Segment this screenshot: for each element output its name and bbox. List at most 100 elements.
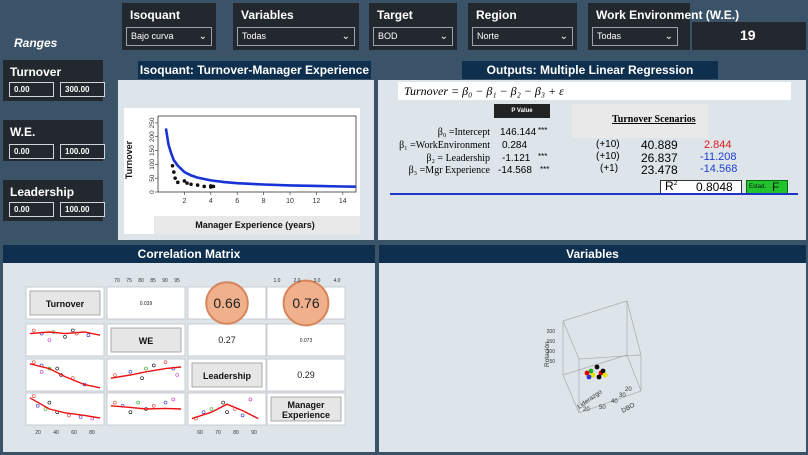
plot-frame (157, 115, 357, 193)
scatter-point (113, 400, 117, 405)
ranges-title: Ranges (14, 36, 58, 50)
scatter-point (128, 370, 133, 374)
coef-sig: *** (538, 152, 548, 161)
x-tick-label: 14 (339, 198, 347, 205)
top-tick-label: 75 (126, 278, 132, 284)
diagonal-label: Leadership (203, 371, 252, 381)
scenario-change: 2.844 (704, 139, 732, 151)
coef-sig: *** (538, 126, 548, 135)
chevron-down-icon: ⌄ (198, 31, 207, 42)
select-value: Bajo curva (131, 31, 174, 41)
matrix-cell (106, 286, 186, 320)
tick-label: 20 (583, 407, 590, 413)
cube-edge (578, 354, 642, 360)
top-tick-label: 2.0 (294, 278, 301, 284)
p-value-button[interactable]: P Value (494, 104, 550, 118)
we-min-input[interactable]: 0.00 (9, 144, 54, 159)
bottom-tick-label: 20 (35, 430, 41, 436)
top-tick-label: 95 (174, 278, 180, 284)
diagonal-label-box (270, 396, 342, 422)
correlation-value: 0.66 (213, 295, 240, 311)
scenario-delta: (+10) (596, 139, 620, 150)
scatter-point (140, 376, 144, 380)
correlation-value: 0.76 (292, 295, 319, 311)
r2-label: R2 (665, 179, 678, 193)
scenario-change: -14.568 (700, 163, 738, 175)
scenarios-box (572, 104, 708, 138)
cube-edge (578, 390, 642, 414)
region-select[interactable]: Norte ⌄ (472, 27, 573, 46)
chevron-down-icon: ⌄ (664, 31, 673, 42)
isoquant-select[interactable]: Bajo curva ⌄ (126, 27, 212, 46)
scatter-point (175, 373, 179, 377)
scenario-pred: 40.889 (641, 138, 678, 152)
chevron-down-icon: ⌄ (341, 31, 350, 42)
chevron-down-icon: ⌄ (439, 31, 448, 42)
outputs-title: Outputs: Multiple Linear Regression (462, 61, 718, 79)
data-point (596, 374, 602, 380)
variables-select[interactable]: Todas ⌄ (237, 27, 355, 46)
x-tick-label: 10 (286, 198, 294, 205)
filter-label: Variables (241, 8, 294, 22)
scenario-change: -11.208 (700, 151, 737, 163)
scatter-point (163, 360, 168, 364)
x-axis-label: Manager Experience (years) (195, 220, 315, 230)
estad-value: F (772, 180, 780, 194)
work-environment-select[interactable]: Todas ⌄ (592, 27, 678, 46)
scenario-delta: (+1) (600, 163, 619, 174)
matrix-cell (25, 392, 105, 426)
select-value: BOD (378, 31, 398, 41)
filter-label: Isoquant (130, 8, 180, 22)
scatter-point (152, 404, 156, 408)
leadership-max-input[interactable]: 100.00 (60, 202, 105, 217)
select-value: Todas (597, 31, 622, 41)
select-value: Todas (242, 31, 267, 41)
data-point (182, 179, 187, 183)
y-tick-label: 250 (149, 117, 156, 128)
diagonal-label-box (191, 362, 263, 388)
table-row: β₂ = Leadership -1.121 *** (+10) 26.837 … (382, 151, 802, 166)
top-value-box (692, 22, 806, 50)
chevron-down-icon: ⌄ (559, 31, 568, 42)
data-point (170, 163, 175, 168)
filter-isoquant: Isoquant Bajo curva ⌄ (122, 3, 216, 50)
turnover-max-input[interactable]: 300.00 (60, 82, 105, 97)
turnover-min-input[interactable]: 0.00 (9, 82, 54, 97)
r2-value: 0.8048 (696, 180, 733, 194)
scatter-point (221, 400, 225, 405)
scatter-point (86, 333, 91, 337)
we-max-input[interactable]: 100.00 (60, 144, 105, 159)
xlabel-bg (154, 216, 360, 234)
scatter-point (171, 397, 176, 402)
bottom-tick-label: 60 (197, 430, 203, 436)
x-tick-label: 2 (182, 198, 186, 205)
scatter-point (31, 328, 36, 333)
data-point (600, 368, 606, 374)
axis-label: Rotación (544, 341, 551, 367)
regression-formula: Turnover = β₀ − β₁ − β₂ − β₃ + ε (404, 84, 564, 98)
x-tick-label: 4 (209, 198, 213, 205)
data-point (189, 182, 193, 187)
filter-label: Region (476, 8, 517, 22)
estad-label: Estad. (749, 184, 767, 190)
r2-superscript: 2 (673, 180, 678, 187)
coef-value: -1.121 (502, 153, 531, 164)
top-tick-label: 70 (114, 278, 120, 284)
y-tick-label: 150 (149, 145, 156, 156)
correlation-title: Correlation Matrix (3, 245, 375, 263)
top-value: 19 (740, 27, 756, 43)
correlation-circle (282, 279, 330, 327)
matrix-cell (187, 323, 267, 357)
correlation-circle (205, 281, 249, 325)
target-select[interactable]: BOD ⌄ (373, 27, 453, 46)
tick-label: 50 (599, 405, 606, 411)
scatter-point (63, 335, 67, 339)
smooth-line (110, 405, 182, 410)
axis-label: DBO (621, 402, 637, 415)
data-point (586, 374, 592, 380)
coef-table: β₀ =Intercept 146.144 *** β₁ =WorkEnviro… (382, 126, 802, 186)
leadership-min-input[interactable]: 0.00 (9, 202, 54, 217)
smooth-line (29, 331, 101, 336)
data-point (202, 184, 206, 189)
smooth-line (191, 403, 259, 420)
